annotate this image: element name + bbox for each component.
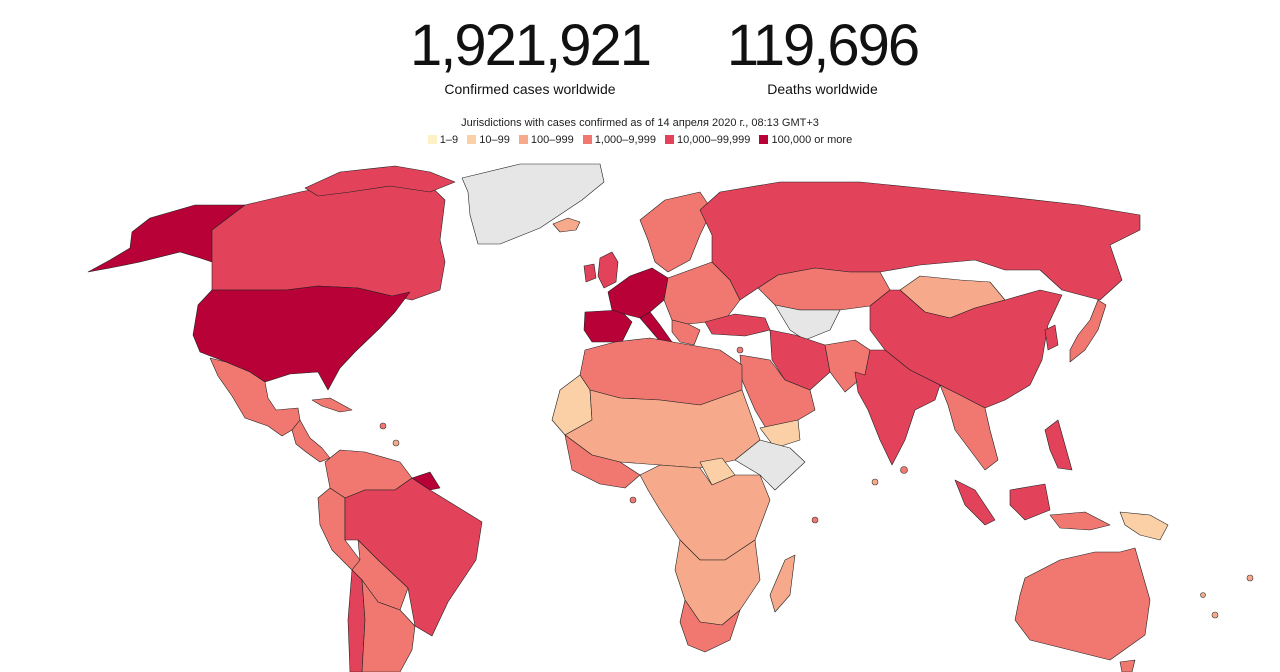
territory-marker[interactable] [811,516,819,524]
territory-marker[interactable] [629,496,637,504]
region-iceland[interactable] [552,217,581,233]
legend-item-100000-plus: 100,000 or more [759,133,852,147]
region-balkans-greece[interactable] [671,319,701,346]
headline-stats: 1,921,921 Confirmed cases worldwide 119,… [0,14,1280,104]
legend-swatch [427,135,437,144]
region-japan[interactable] [1069,299,1107,363]
region-france-italy-germany[interactable] [607,267,669,319]
legend-label: 100,000 or more [771,134,853,146]
deaths-count: 119,696 [726,13,920,78]
region-indonesia-west[interactable] [954,479,996,526]
region-central-america[interactable] [291,419,331,463]
map-subtitle: Jurisdictions with cases confirmed as of… [461,117,819,129]
territory-marker[interactable] [900,466,908,474]
map-legend: 1–9 10–99 100–999 1,000–9,999 10,000–99,… [0,133,1280,147]
legend-item-10000-99999: 10,000–99,999 [665,133,750,147]
region-cuba[interactable] [311,397,353,413]
region-south-africa[interactable] [679,599,741,653]
legend-label: 10–99 [479,134,510,146]
region-greenland[interactable] [461,163,605,245]
region-canada-arctic-islands[interactable] [304,165,456,197]
region-russia[interactable] [699,181,1141,301]
region-scandinavia[interactable] [639,191,713,273]
legend-item-10-99: 10–99 [467,133,510,147]
legend-item-1-9: 1–9 [427,133,459,147]
region-philippines[interactable] [1044,419,1073,471]
region-indonesia-east[interactable] [1049,511,1111,531]
legend-swatch [759,135,769,144]
region-west-africa[interactable] [564,434,641,489]
territory-marker[interactable] [1200,592,1206,598]
territory-marker[interactable] [871,478,879,486]
region-madagascar[interactable] [769,554,796,613]
territory-marker[interactable] [736,346,744,354]
confirmed-cases-label: Confirmed cases worldwide [444,81,616,97]
region-yemen[interactable] [759,419,801,449]
region-spain-portugal[interactable] [583,309,633,343]
legend-label: 1,000–9,999 [594,134,656,146]
legend-swatch [582,135,592,144]
territory-marker[interactable] [379,422,387,430]
region-arabian-peninsula[interactable] [739,354,816,436]
territory-marker[interactable] [1246,574,1254,582]
territory-marker[interactable] [1211,611,1219,619]
region-united-states[interactable] [192,285,411,391]
region-southeast-asia[interactable] [939,384,999,471]
legend-item-100-999: 100–999 [518,133,574,147]
legend-item-1000-9999: 1,000–9,999 [582,133,656,147]
region-australia[interactable] [1014,547,1151,661]
region-central-africa[interactable] [639,464,771,561]
region-korea[interactable] [1044,324,1059,351]
legend-label: 100–999 [530,134,574,146]
legend-label: 10,000–99,999 [677,134,751,146]
region-horn-of-africa[interactable] [734,439,806,491]
confirmed-cases-count: 1,921,921 [409,13,652,78]
region-argentina[interactable] [361,579,416,672]
region-iran[interactable] [769,329,831,391]
deaths-label: Deaths worldwide [767,81,878,97]
territory-marker[interactable] [392,439,400,447]
legend-swatch [665,135,674,144]
region-indonesia-central[interactable] [1009,483,1051,521]
region-tasmania[interactable] [1119,659,1136,672]
world-choropleth-map[interactable] [0,150,1280,672]
legend-swatch [467,135,477,144]
confirmed-cases-stat: 1,921,921 Confirmed cases worldwide [400,14,660,98]
deaths-stat: 119,696 Deaths worldwide [705,14,940,98]
region-ireland[interactable] [583,263,597,283]
region-guiana-shield[interactable] [411,471,441,491]
region-united-kingdom[interactable] [597,251,619,289]
region-india[interactable] [854,349,941,466]
legend-label: 1–9 [439,134,459,146]
legend-swatch [518,135,528,144]
region-central-asia[interactable] [774,304,841,341]
region-papua-new-guinea[interactable] [1119,511,1169,541]
